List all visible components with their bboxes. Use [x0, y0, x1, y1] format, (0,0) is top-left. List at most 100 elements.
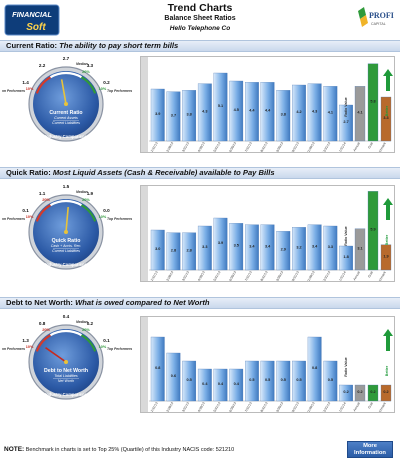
bar-value-label: 3.9: [155, 112, 160, 116]
bar-value-label: 0.4: [202, 382, 208, 386]
bar-value-label: 4.4: [249, 109, 255, 113]
bar-goal: [367, 63, 379, 142]
current-ratio-banner: Current Ratio: The ability to pay short …: [0, 40, 400, 52]
category-label: 9/30/13: [275, 270, 284, 281]
debt-to-net-worth-banner: Debt to Net Worth: What is owed compared…: [0, 297, 400, 309]
svg-text:CAPITAL: CAPITAL: [371, 22, 386, 26]
gauge-percent-label: 10%: [26, 87, 34, 91]
category-label: 2/28/13: [166, 141, 175, 152]
category-label: 3/31/13: [181, 401, 190, 412]
gauge-tick-label: 0.2: [103, 80, 110, 85]
gauge-needle: [45, 347, 67, 363]
bar-value-label: 4.3: [202, 109, 207, 113]
gauge-arc-segment: [35, 334, 52, 352]
bar-value-label: 0.5: [265, 378, 270, 382]
category-label: 4/30/13: [197, 141, 206, 152]
category-label: 8/31/13: [260, 401, 269, 412]
gauge-tick-label: 1.9: [87, 191, 94, 196]
category-label: 5/31/13: [213, 401, 222, 412]
financial-soft-logo: FINANCIAL Soft: [4, 4, 60, 36]
bar-8-31-13: [260, 224, 275, 271]
gauge-tick-label: 1.3: [22, 338, 29, 343]
bar-4-30-13: [197, 83, 212, 142]
category-label: Benchmark: [375, 270, 387, 281]
bar-value-label: 0.5: [186, 378, 191, 382]
page-subtitle: Balance Sheet Ratios: [164, 15, 236, 22]
debt-to-net-worth-gauge: 1.3 10% 0.8 20% 0.4 0.2 20% 0.1 10% Median Bottom …: [2, 312, 138, 412]
gauge-side-label: Bottom Performers: [2, 217, 25, 221]
gauge-formula-denominator: Current Liabilities: [52, 249, 80, 253]
bar-8-31-13: [260, 360, 275, 402]
bar-value-label: 3.4: [249, 244, 255, 248]
category-label: 10/31/13: [290, 401, 300, 412]
gauge-side-label: Bottom Performers: [2, 347, 25, 351]
gauge-arc-segment: [80, 204, 97, 222]
category-label: 1/31/13: [150, 401, 159, 412]
category-label: 2/28/13: [166, 401, 175, 412]
bar-12-31-13: [323, 225, 338, 271]
bar-value-label: 5.9: [370, 228, 375, 232]
category-label: 4/30/13: [197, 401, 206, 412]
svg-text:PROFIT: PROFIT: [369, 11, 394, 20]
bar-value-label: 3.4: [265, 244, 271, 248]
bar-value-label: 4.3: [312, 109, 317, 113]
category-label: 5/31/13: [213, 141, 222, 152]
better-label: Better: [385, 105, 389, 116]
category-label: 11/30/13: [306, 270, 316, 281]
gauge-needle: [65, 207, 69, 233]
section-description: Most Liquid Assets (Cash & Receivable) a…: [52, 168, 275, 177]
bar-value-label: 0.2: [370, 390, 375, 394]
gauge-side-label: Median: [76, 320, 88, 324]
bar-annual: [354, 384, 366, 402]
bar-value-label: 3.3: [328, 245, 333, 249]
category-label: 7/31/13: [244, 401, 253, 412]
gauge-side-label: Bottom Performers: [2, 89, 25, 93]
bar-12-31-13: [323, 360, 338, 402]
gauge-formula-numerator: Current Assets: [54, 116, 78, 120]
gauge-formula-numerator: Cash + Accts. Rec.: [51, 244, 82, 248]
bar-4-30-13: [197, 368, 212, 402]
bar-benchmark: [380, 96, 392, 142]
section-description: What is owed compared to Net Worth: [75, 298, 210, 307]
bar-value-label: 3.3: [383, 116, 388, 120]
bar-value-label: 2.8: [171, 248, 176, 252]
gauge-arc-segment: [49, 199, 83, 207]
bar-value-label: 4.2: [296, 110, 301, 114]
bar-benchmark: [380, 384, 392, 402]
company-name: Hello Telephone Co: [169, 25, 231, 32]
more-information-button[interactable]: More Information: [347, 441, 393, 458]
bar-goal: [367, 384, 379, 402]
bar-value-label: 0.4: [218, 382, 224, 386]
gauge-formula-denominator: Current Liabilities: [52, 121, 80, 125]
y-axis-label: Ratio Value: [344, 357, 348, 376]
bar-3-31-13: [182, 90, 197, 142]
quick-ratio-gauge: 0.1 10% 1.1 20% 1.5 1.9 20% 0.0 10% Median Bottom …: [2, 182, 138, 282]
bar-value-label: 2.8: [186, 248, 191, 252]
bar-10-31-13: [292, 360, 306, 402]
gauge-tick-label: 1.1: [39, 191, 46, 196]
category-label: 4/30/13: [197, 270, 206, 281]
bar-value-label: 0.5: [328, 378, 333, 382]
category-label: 3/31/13: [181, 141, 190, 152]
gauge-title: Quick Ratio: [52, 238, 81, 244]
gauge-title: Current Ratio: [49, 110, 82, 116]
gauge-arc-segment: [80, 334, 97, 352]
gauge-percent-label: 10%: [99, 215, 107, 219]
better-arrow-icon: [383, 69, 393, 91]
bar-1-31-14: [339, 104, 353, 142]
better-arrow-icon: [383, 198, 393, 220]
bar-value-label: 3.1: [357, 246, 362, 250]
bar-value-label: 2.9: [281, 248, 286, 252]
bar-2-28-13: [166, 91, 181, 142]
bar-value-label: 3.7: [171, 113, 176, 117]
gauge-percent-label: 20%: [82, 328, 90, 332]
bar-6-30-13: [229, 80, 244, 142]
bar-7-31-13: [245, 360, 259, 402]
industry-comparison-label: Industry Comparison: [45, 262, 88, 267]
bar-3-31-13: [182, 360, 197, 402]
category-label: 5/31/13: [213, 270, 222, 281]
gauge-arc-segment: [80, 76, 97, 94]
bar-5-31-13: [213, 72, 228, 142]
category-label: 3/31/13: [181, 270, 190, 281]
gauge-tick-label: 2.7: [63, 56, 70, 61]
